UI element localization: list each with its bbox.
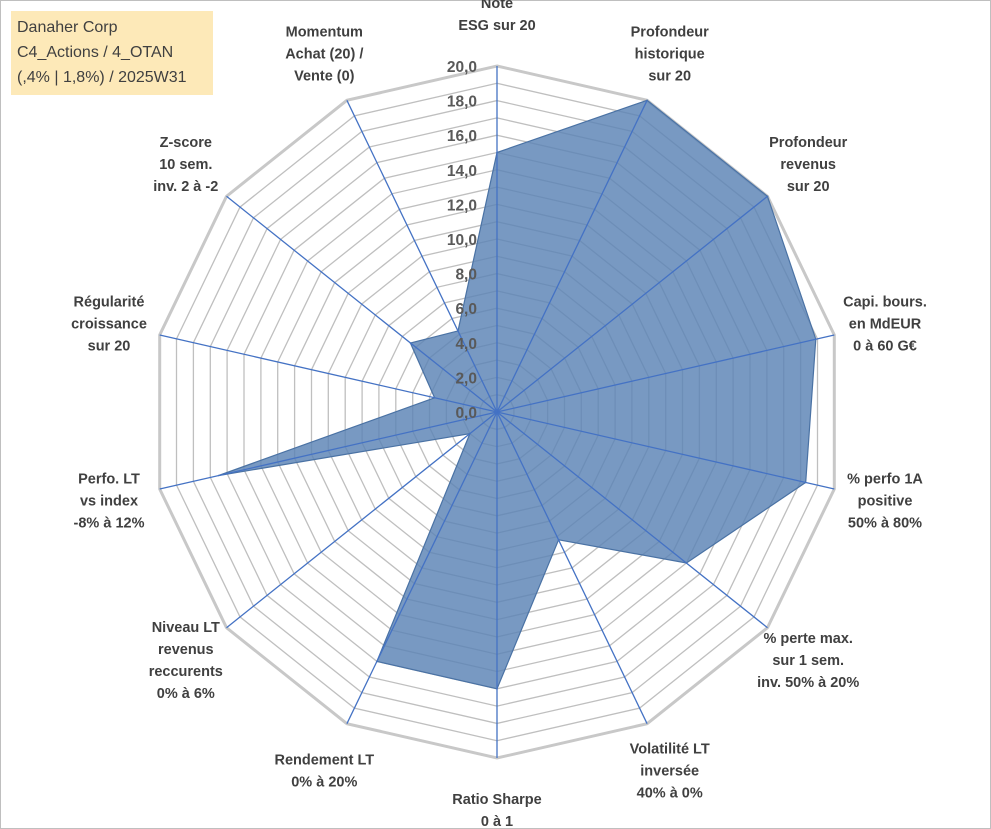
tick-label: 20,0 [447, 59, 477, 76]
period-label: (,4% | 1,8%) / 2025W31 [17, 69, 187, 86]
axis-spoke [226, 195, 498, 413]
axis-label: Rendement LT [274, 753, 374, 769]
axis-spoke [496, 195, 768, 413]
axis-label-group: Profondeur historique sur 20 [631, 24, 709, 84]
axis-label: 0 à 60 G€ [853, 338, 917, 354]
axis-label-group: Ratio Sharpe 0 à 1 [452, 792, 541, 829]
axis-label: revenus [780, 157, 836, 173]
axis-label: reccurents [149, 664, 223, 680]
axis-label: Ratio Sharpe [452, 792, 541, 808]
axis-spoke [496, 411, 835, 490]
tick-label: 8,0 [455, 267, 477, 284]
axis-spoke [496, 411, 648, 724]
axis-spoke [226, 411, 498, 629]
tick-label: 4,0 [455, 336, 477, 353]
axis-label: ESG sur 20 [458, 18, 535, 34]
axis-label: inv. 50% à 20% [757, 675, 859, 691]
axis-label: 10 sem. [159, 157, 212, 173]
axis-label-group: Profondeur revenus sur 20 [769, 135, 847, 195]
axis-label: 50% à 80% [848, 516, 922, 532]
axis-label: vs index [80, 494, 138, 510]
axis-label: sur 1 sem. [772, 653, 844, 669]
axis-label: positive [858, 494, 913, 510]
axis-spoke [496, 334, 835, 413]
axis-label-group: Capi. bours. en MdEUR 0 à 60 G€ [843, 294, 927, 354]
axis-label: Profondeur [631, 24, 709, 40]
tick-label: 12,0 [447, 197, 477, 214]
info-box: Danaher Corp C4_Actions / 4_OTAN (,4% | … [11, 11, 213, 95]
series-area [218, 99, 817, 690]
axis-label-group: % perte max. sur 1 sem. inv. 50% à 20% [757, 631, 859, 691]
axis-label: en MdEUR [849, 316, 922, 332]
axis-label: inversée [640, 764, 699, 780]
axis-label: historique [635, 46, 705, 62]
axis-labels: Note ESG sur 20 Profondeur historique sur 20… [71, 0, 927, 829]
axis-label-group: Note ESG sur 20 [458, 0, 535, 34]
radar-series [217, 99, 817, 690]
axis-label: Volatilité LT [630, 742, 710, 758]
tick-label: 14,0 [447, 163, 477, 180]
axis-label-group: Rendement LT 0% à 20% [274, 753, 374, 791]
axis-label: -8% à 12% [74, 516, 145, 532]
axis-label: Capi. bours. [843, 294, 927, 310]
axis-label-group: Z-score 10 sem. inv. 2 à -2 [153, 135, 218, 195]
axis-label: Profondeur [769, 135, 847, 151]
axis-label: inv. 2 à -2 [153, 179, 218, 195]
axis-spoke [159, 334, 498, 413]
tick-label: 18,0 [447, 94, 477, 111]
axis-label-group: Régularité croissance sur 20 [71, 294, 147, 354]
tick-label: 10,0 [447, 232, 477, 249]
axis-label: Note [481, 0, 513, 12]
axis-label: Z-score [160, 135, 212, 151]
axis-label-group: Momentum Achat (20) / Vente (0) [285, 24, 363, 84]
tick-label: 6,0 [455, 301, 477, 318]
axis-label: % perfo 1A [847, 472, 923, 488]
axis-label-group: Perfo. LT vs index -8% à 12% [74, 472, 145, 532]
axis-label: Momentum [286, 24, 363, 40]
axis-label: sur 20 [648, 68, 691, 84]
axis-label: % perte max. [763, 631, 852, 647]
axis-label: croissance [71, 316, 147, 332]
tick-label: 16,0 [447, 128, 477, 145]
axis-label: 0% à 6% [157, 686, 215, 702]
axis-spoke [496, 100, 648, 413]
axis-label: Vente (0) [294, 68, 355, 84]
radar-spokes [159, 66, 835, 758]
tick-label: 2,0 [455, 370, 477, 387]
axis-label: 40% à 0% [637, 786, 703, 802]
axis-label: revenus [158, 642, 214, 658]
axis-spoke [496, 411, 768, 629]
axis-label-group: Niveau LT revenus reccurents 0% à 6% [149, 620, 223, 702]
axis-spoke [346, 411, 498, 724]
company-name: Danaher Corp [17, 19, 118, 36]
axis-spoke [159, 411, 498, 490]
tick-label: 0,0 [455, 405, 477, 422]
axis-label: Niveau LT [152, 620, 220, 636]
axis-label: Achat (20) / [285, 46, 363, 62]
axis-spoke [346, 100, 498, 413]
axis-label: Régularité [74, 294, 145, 310]
portfolio-label: C4_Actions / 4_OTAN [17, 44, 174, 61]
radial-tick-labels: 0,0 2,0 4,0 6,0 8,0 10,0 12,0 14,0 16,0 18,0 20,0 [447, 59, 477, 422]
axis-label: 0% à 20% [291, 775, 357, 791]
axis-label: sur 20 [88, 338, 131, 354]
axis-label: 0 à 1 [481, 814, 513, 829]
axis-label: sur 20 [787, 179, 830, 195]
axis-label-group: % perfo 1A positive 50% à 80% [847, 472, 923, 532]
axis-label: Perfo. LT [78, 472, 140, 488]
axis-label-group: Volatilité LT inversée 40% à 0% [630, 742, 710, 802]
